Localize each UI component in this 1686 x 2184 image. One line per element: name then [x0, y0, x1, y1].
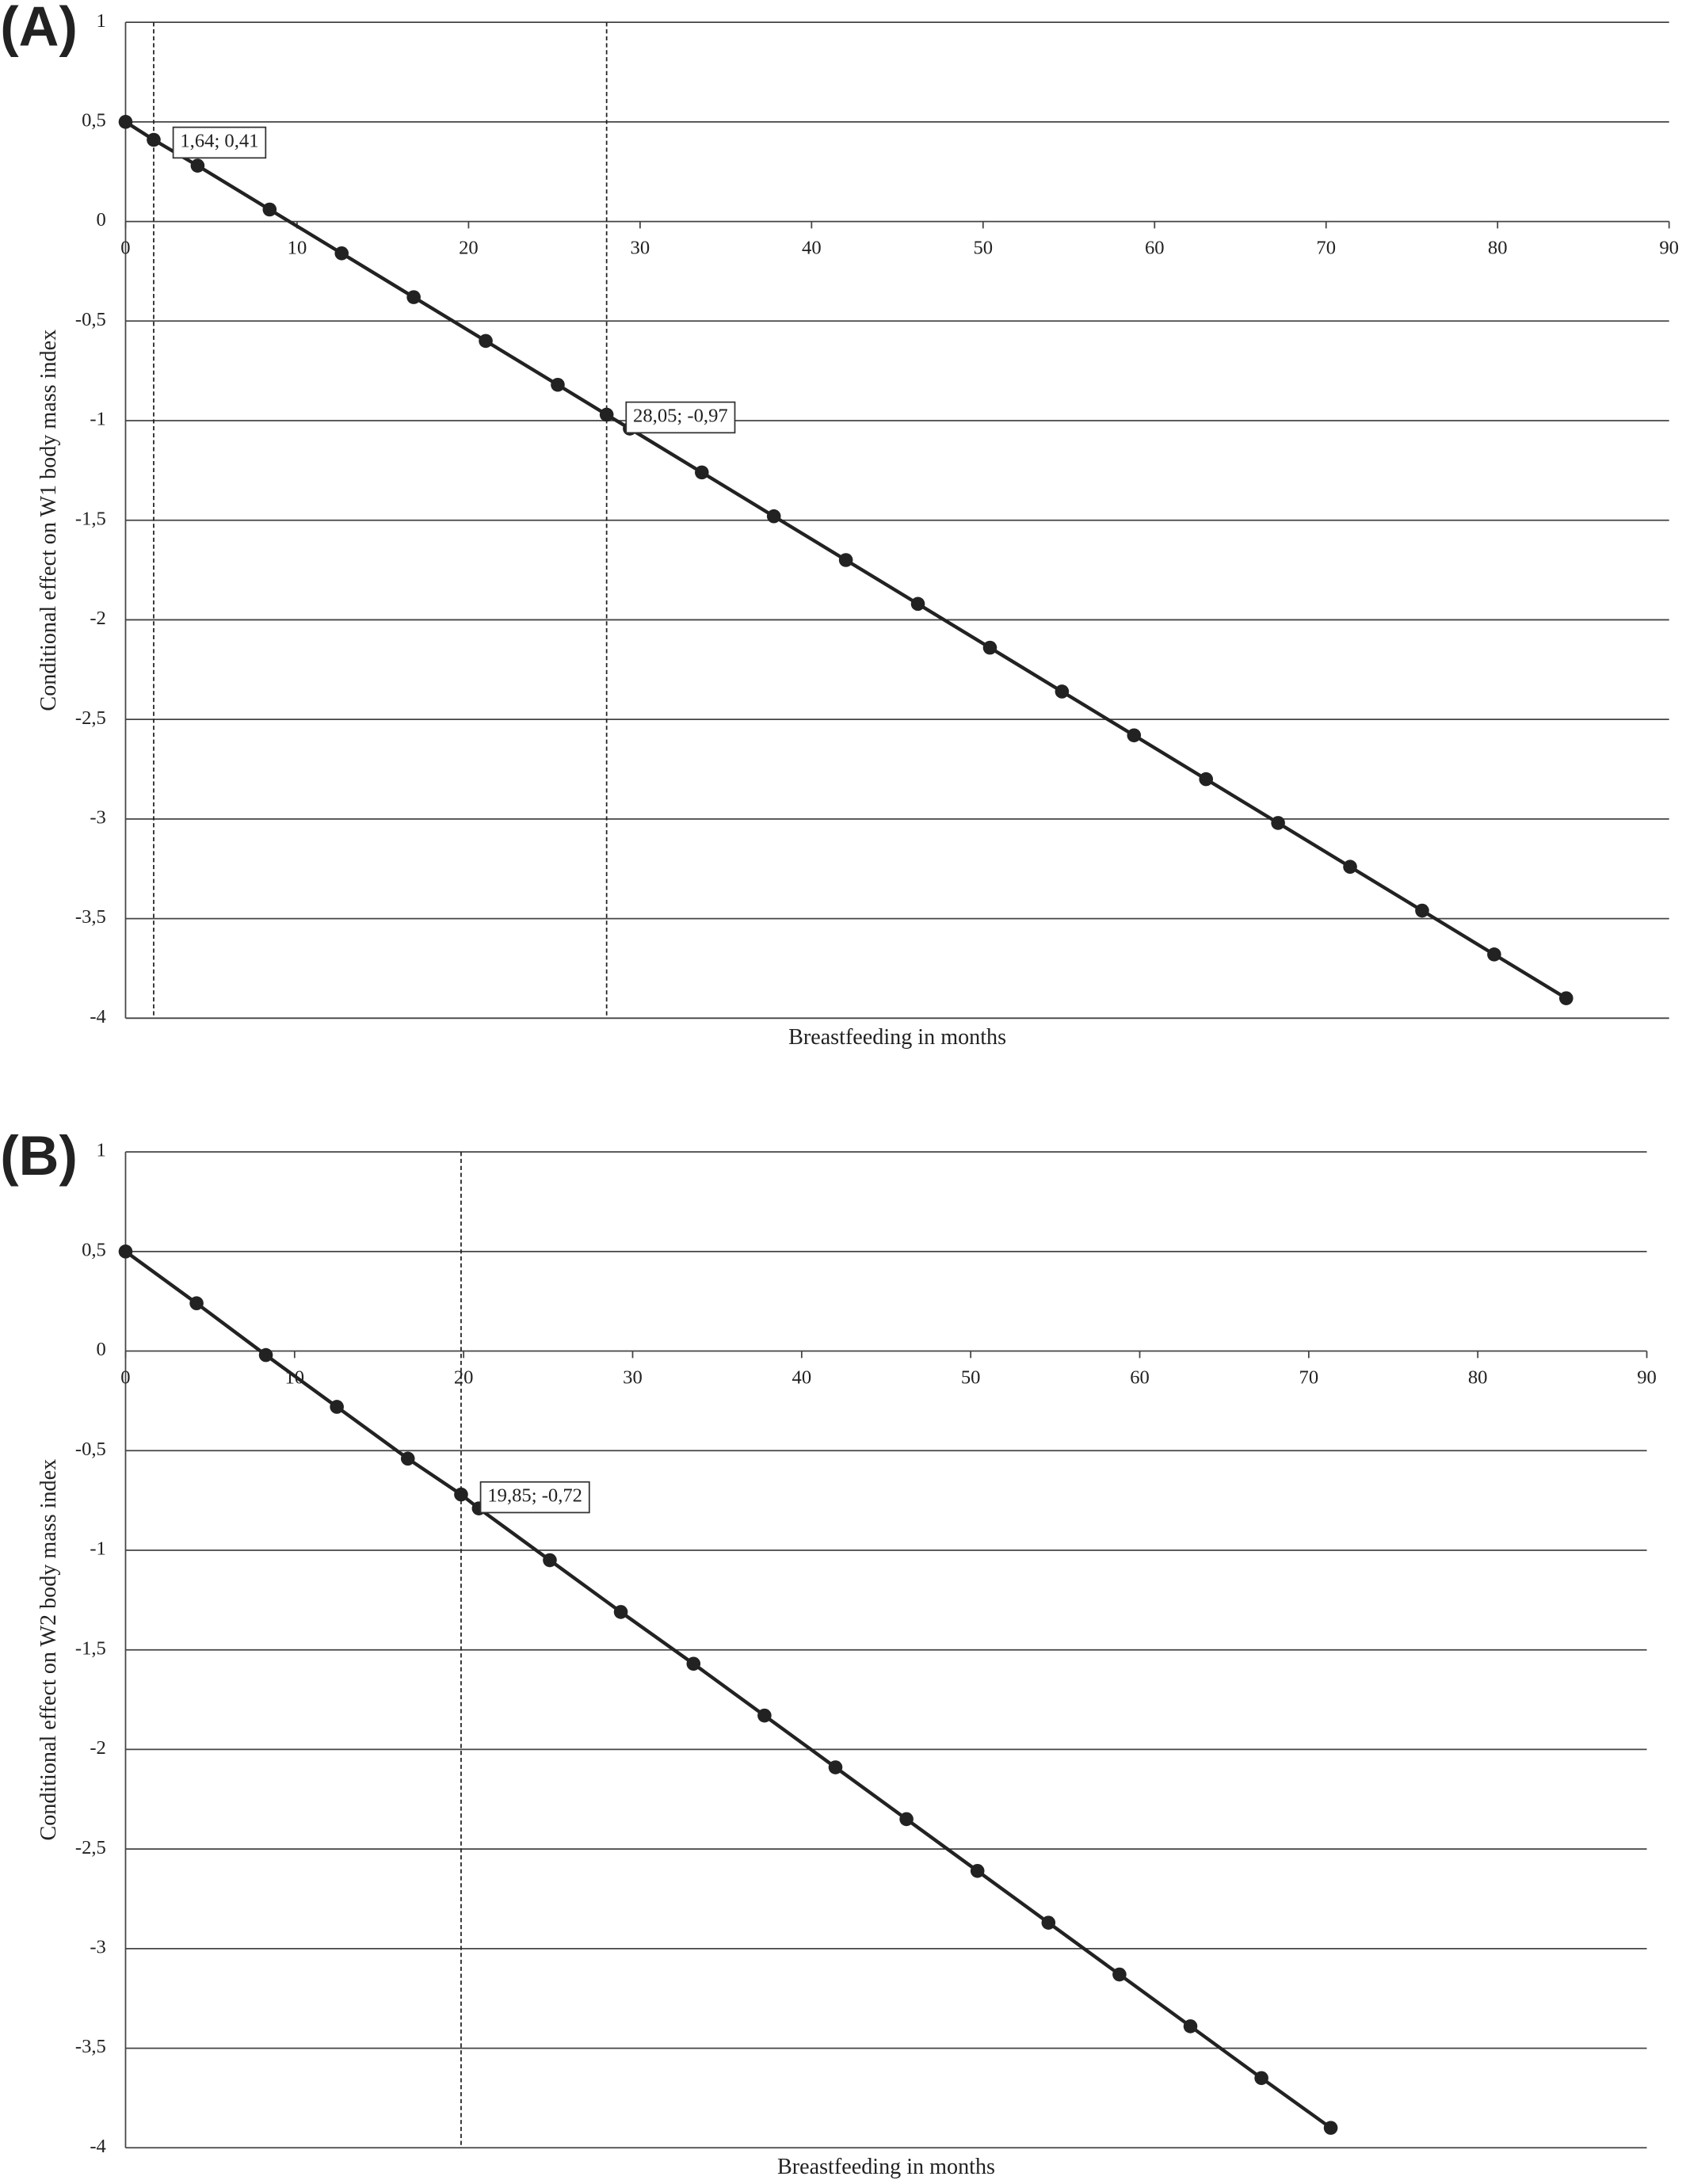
- data-point: [1199, 772, 1214, 787]
- data-point: [334, 246, 349, 261]
- y-tick-label: 0: [97, 209, 106, 231]
- data-point: [828, 1760, 843, 1774]
- data-point: [695, 465, 709, 480]
- data-point: [910, 597, 925, 612]
- data-point: [330, 1400, 344, 1414]
- annotation-label: 1,64; 0,41: [180, 131, 258, 152]
- x-tick-label: 10: [288, 237, 307, 258]
- data-point: [118, 115, 133, 129]
- x-tick-label: 80: [1468, 1366, 1488, 1388]
- data-point: [189, 1296, 204, 1310]
- x-tick-label: 60: [1130, 1366, 1150, 1388]
- x-tick-label: 40: [802, 237, 822, 258]
- x-tick-label: 0: [120, 237, 130, 258]
- x-tick-label: 70: [1316, 237, 1336, 258]
- data-point: [262, 202, 277, 217]
- data-point: [406, 290, 421, 304]
- x-tick-label: 90: [1659, 237, 1679, 258]
- panel-label: (B): [0, 1124, 78, 1187]
- y-tick-label: -2: [90, 1737, 105, 1759]
- y-tick-label: -1: [90, 1538, 105, 1560]
- x-axis-label: Breastfeeding in months: [777, 2155, 995, 2179]
- data-point: [400, 1451, 415, 1466]
- y-tick-label: -3,5: [75, 2036, 106, 2057]
- y-tick-label: -0,5: [75, 309, 106, 330]
- x-tick-label: 50: [961, 1366, 981, 1388]
- data-point: [1127, 728, 1142, 743]
- data-point: [190, 158, 205, 173]
- data-point: [1323, 2121, 1338, 2135]
- data-point: [479, 334, 493, 349]
- data-point: [118, 1244, 133, 1259]
- data-point: [1041, 1915, 1056, 1930]
- x-tick-label: 50: [974, 237, 994, 258]
- y-tick-label: 1: [97, 1140, 106, 1161]
- data-point: [982, 640, 997, 655]
- data-point: [1112, 1967, 1127, 1982]
- data-point: [1271, 816, 1285, 830]
- y-tick-label: -2,5: [75, 707, 106, 729]
- data-point: [1558, 991, 1573, 1005]
- annotation-box: [625, 401, 736, 434]
- y-tick-label: -1,5: [75, 1637, 106, 1659]
- data-point: [766, 509, 781, 524]
- y-tick-label: -3: [90, 1936, 105, 1957]
- x-tick-label: 20: [459, 237, 479, 258]
- data-line: [124, 1250, 1332, 2129]
- y-tick-label: 0,5: [82, 109, 106, 131]
- annotation-box: [479, 1481, 590, 1514]
- x-tick-label: 0: [120, 1366, 130, 1388]
- data-point: [1415, 903, 1429, 918]
- data-point: [551, 377, 565, 392]
- x-tick-label: 80: [1488, 237, 1508, 258]
- data-point: [1183, 2019, 1198, 2033]
- y-axis-label: Conditional effect on W2 body mass index: [36, 1459, 61, 1841]
- data-point: [1254, 2071, 1268, 2086]
- data-point: [454, 1487, 468, 1502]
- panel-label: (A): [0, 0, 78, 57]
- y-tick-label: -2,5: [75, 1837, 106, 1858]
- data-point: [838, 553, 853, 567]
- data-point: [613, 1605, 628, 1619]
- x-tick-label: 30: [631, 237, 650, 258]
- data-point: [1343, 859, 1357, 875]
- y-tick-label: -2: [90, 608, 105, 629]
- data-point: [543, 1553, 557, 1568]
- x-tick-label: 20: [454, 1366, 474, 1388]
- data-point: [757, 1708, 772, 1723]
- y-tick-label: -1: [90, 409, 105, 430]
- annotation-box: [172, 126, 267, 159]
- annotation-label: 19,85; -0,72: [487, 1485, 582, 1507]
- x-tick-label: 40: [792, 1366, 812, 1388]
- y-tick-label: -4: [90, 1006, 105, 1027]
- x-axis-label: Breastfeeding in months: [788, 1025, 1006, 1050]
- data-point: [970, 1863, 985, 1878]
- data-point: [1487, 947, 1501, 962]
- data-point: [147, 132, 161, 147]
- y-tick-label: -3,5: [75, 906, 106, 928]
- annotation-label: 28,05; -0,97: [633, 406, 728, 427]
- data-point: [258, 1347, 273, 1363]
- y-tick-label: 0: [97, 1339, 106, 1360]
- data-point: [899, 1812, 914, 1827]
- y-tick-label: -1,5: [75, 508, 106, 529]
- x-tick-label: 30: [623, 1366, 643, 1388]
- x-tick-label: 90: [1637, 1366, 1657, 1388]
- y-tick-label: -3: [90, 807, 105, 829]
- x-tick-label: 70: [1299, 1366, 1319, 1388]
- y-tick-label: 1: [97, 10, 106, 32]
- data-point: [1055, 684, 1070, 699]
- x-tick-label: 60: [1145, 237, 1165, 258]
- data-point: [599, 407, 614, 422]
- y-axis-label: Conditional effect on W1 body mass index: [36, 330, 61, 711]
- y-tick-label: -4: [90, 2136, 105, 2157]
- y-tick-label: 0,5: [82, 1239, 106, 1260]
- y-tick-label: -0,5: [75, 1439, 106, 1460]
- data-point: [686, 1656, 701, 1671]
